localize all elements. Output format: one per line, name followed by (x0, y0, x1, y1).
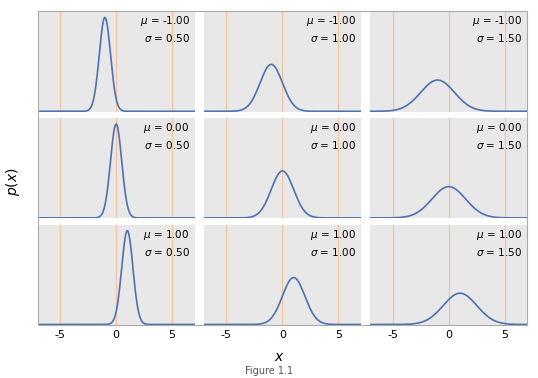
Text: $\mu$ = -1.00
$\sigma$ = 1.00: $\mu$ = -1.00 $\sigma$ = 1.00 (306, 14, 356, 44)
Text: $p(x)$: $p(x)$ (4, 167, 23, 196)
Text: $\mu$ = 0.00
$\sigma$ = 1.00: $\mu$ = 0.00 $\sigma$ = 1.00 (310, 121, 356, 151)
Text: $\mu$ = 1.00
$\sigma$ = 1.00: $\mu$ = 1.00 $\sigma$ = 1.00 (310, 228, 356, 257)
Text: $\mu$ = 1.00
$\sigma$ = 1.50: $\mu$ = 1.00 $\sigma$ = 1.50 (476, 228, 522, 257)
Text: $x$: $x$ (274, 350, 285, 364)
Text: Figure 1.1: Figure 1.1 (245, 366, 293, 376)
Text: $\mu$ = 0.00
$\sigma$ = 0.50: $\mu$ = 0.00 $\sigma$ = 0.50 (144, 121, 190, 151)
Text: $\mu$ = 0.00
$\sigma$ = 1.50: $\mu$ = 0.00 $\sigma$ = 1.50 (476, 121, 522, 151)
Text: $\mu$ = -1.00
$\sigma$ = 0.50: $\mu$ = -1.00 $\sigma$ = 0.50 (140, 14, 190, 44)
Text: $\mu$ = 1.00
$\sigma$ = 0.50: $\mu$ = 1.00 $\sigma$ = 0.50 (144, 228, 190, 257)
Text: $\mu$ = -1.00
$\sigma$ = 1.50: $\mu$ = -1.00 $\sigma$ = 1.50 (472, 14, 522, 44)
